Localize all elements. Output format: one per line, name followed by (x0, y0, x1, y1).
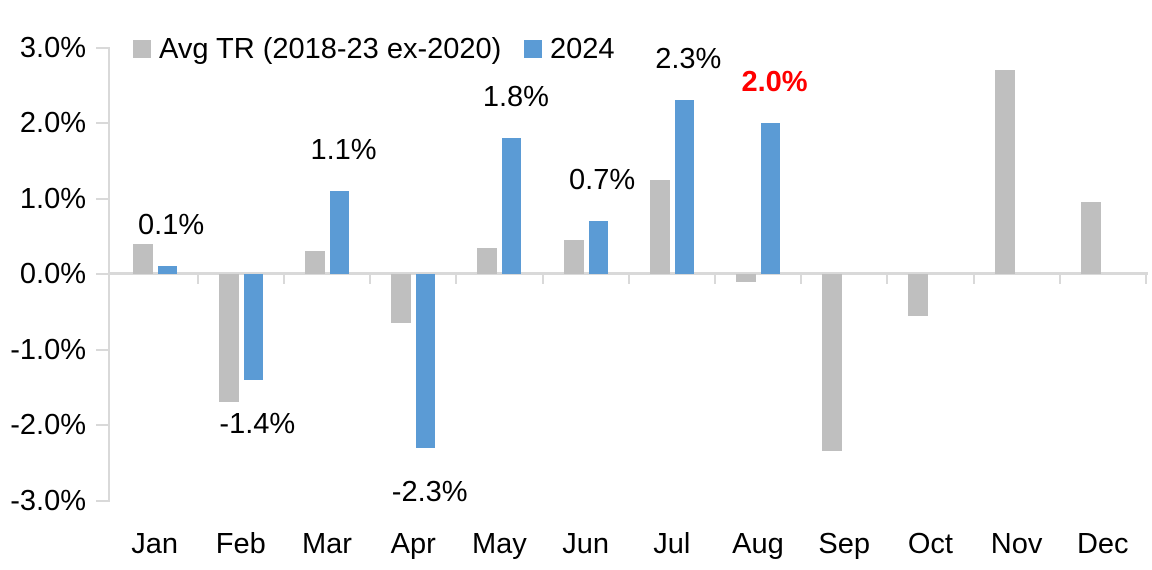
y-label-2.0%: 2.0% (19, 107, 86, 139)
y-tick-0.0% (96, 273, 110, 275)
y-label-0.0%: 0.0% (19, 258, 86, 290)
x-tick-9 (886, 275, 889, 284)
x-label-sep: Sep (818, 528, 870, 560)
bar-avg-may (477, 247, 498, 274)
data-label-2024-may: 1.8% (482, 81, 549, 114)
bar-avg-jan (132, 243, 153, 274)
bar-2024-aug (761, 123, 780, 274)
x-label-jan: Jan (131, 528, 178, 560)
legend-item-avg: Avg TR (2018-23 ex-2020) (133, 33, 501, 65)
legend-swatch-2024 (524, 40, 542, 58)
x-label-jul: Jul (653, 528, 691, 560)
bar-avg-mar (305, 251, 325, 274)
bar-avg-apr (391, 274, 412, 324)
legend-label-2024: 2024 (550, 32, 615, 65)
bar-avg-jul (649, 179, 670, 274)
y-tick--1.0% (96, 348, 110, 351)
data-label-2024-jul: 2.3% (655, 43, 722, 76)
y-tick--2.0% (96, 424, 110, 426)
legend-label-avg: Avg TR (2018-23 ex-2020) (159, 32, 502, 65)
x-tick-5 (541, 275, 544, 284)
data-label-2024-apr: -2.3% (391, 475, 468, 508)
bar-2024-may (502, 138, 522, 274)
y-label--1.0%: -1.0% (10, 333, 86, 366)
x-label-jun: Jun (562, 528, 609, 560)
bar-avg-dec (1080, 202, 1101, 274)
x-label-apr: Apr (390, 528, 436, 560)
bar-2024-apr (416, 274, 436, 448)
x-label-aug: Aug (732, 528, 784, 560)
bar-avg-sep (822, 274, 843, 452)
legend-swatch-avg (133, 40, 151, 58)
legend-item-2024: 2024 (524, 33, 615, 65)
bar-2024-mar (330, 190, 349, 274)
data-label-2024-jun: 0.7% (569, 164, 636, 197)
bar-2024-feb (243, 274, 263, 380)
data-label-2024-jan: 0.1% (138, 209, 205, 242)
x-tick-8 (800, 275, 803, 284)
data-label-2024-aug: 2.0% (741, 66, 808, 98)
x-label-dec: Dec (1076, 528, 1129, 560)
bar-2024-jun (588, 221, 608, 274)
y-tick--3.0% (96, 499, 110, 502)
bar-2024-jul (674, 100, 694, 274)
x-tick-1 (196, 275, 199, 284)
x-label-oct: Oct (907, 528, 953, 560)
data-label-2024-mar: 1.1% (310, 133, 377, 166)
bar-avg-jun (563, 240, 584, 274)
x-axis-line (108, 272, 1148, 275)
y-label-3.0%: 3.0% (19, 31, 86, 64)
x-label-nov: Nov (990, 528, 1043, 560)
x-tick-10 (972, 275, 975, 284)
y-tick-2.0% (96, 122, 110, 124)
x-label-feb: Feb (215, 528, 266, 560)
bar-avg-aug (736, 274, 756, 282)
x-label-mar: Mar (302, 528, 352, 560)
x-tick-3 (369, 275, 372, 284)
x-tick-12 (1144, 275, 1147, 284)
bar-avg-nov (994, 70, 1015, 274)
x-tick-7 (713, 275, 716, 284)
x-tick-4 (455, 275, 458, 284)
data-label-2024-feb: -1.4% (219, 407, 296, 440)
x-label-may: May (471, 528, 527, 560)
x-tick-2 (282, 275, 285, 284)
y-tick-1.0% (96, 197, 110, 200)
bar-avg-oct (908, 274, 929, 316)
bar-avg-feb (218, 274, 239, 403)
bar-2024-jan (157, 266, 177, 274)
x-tick-11 (1058, 275, 1061, 284)
x-tick-6 (627, 275, 630, 284)
y-label--2.0%: -2.0% (10, 409, 86, 441)
y-label-1.0%: 1.0% (19, 182, 86, 215)
y-label--3.0%: -3.0% (10, 484, 86, 517)
y-tick-3.0% (96, 46, 110, 49)
